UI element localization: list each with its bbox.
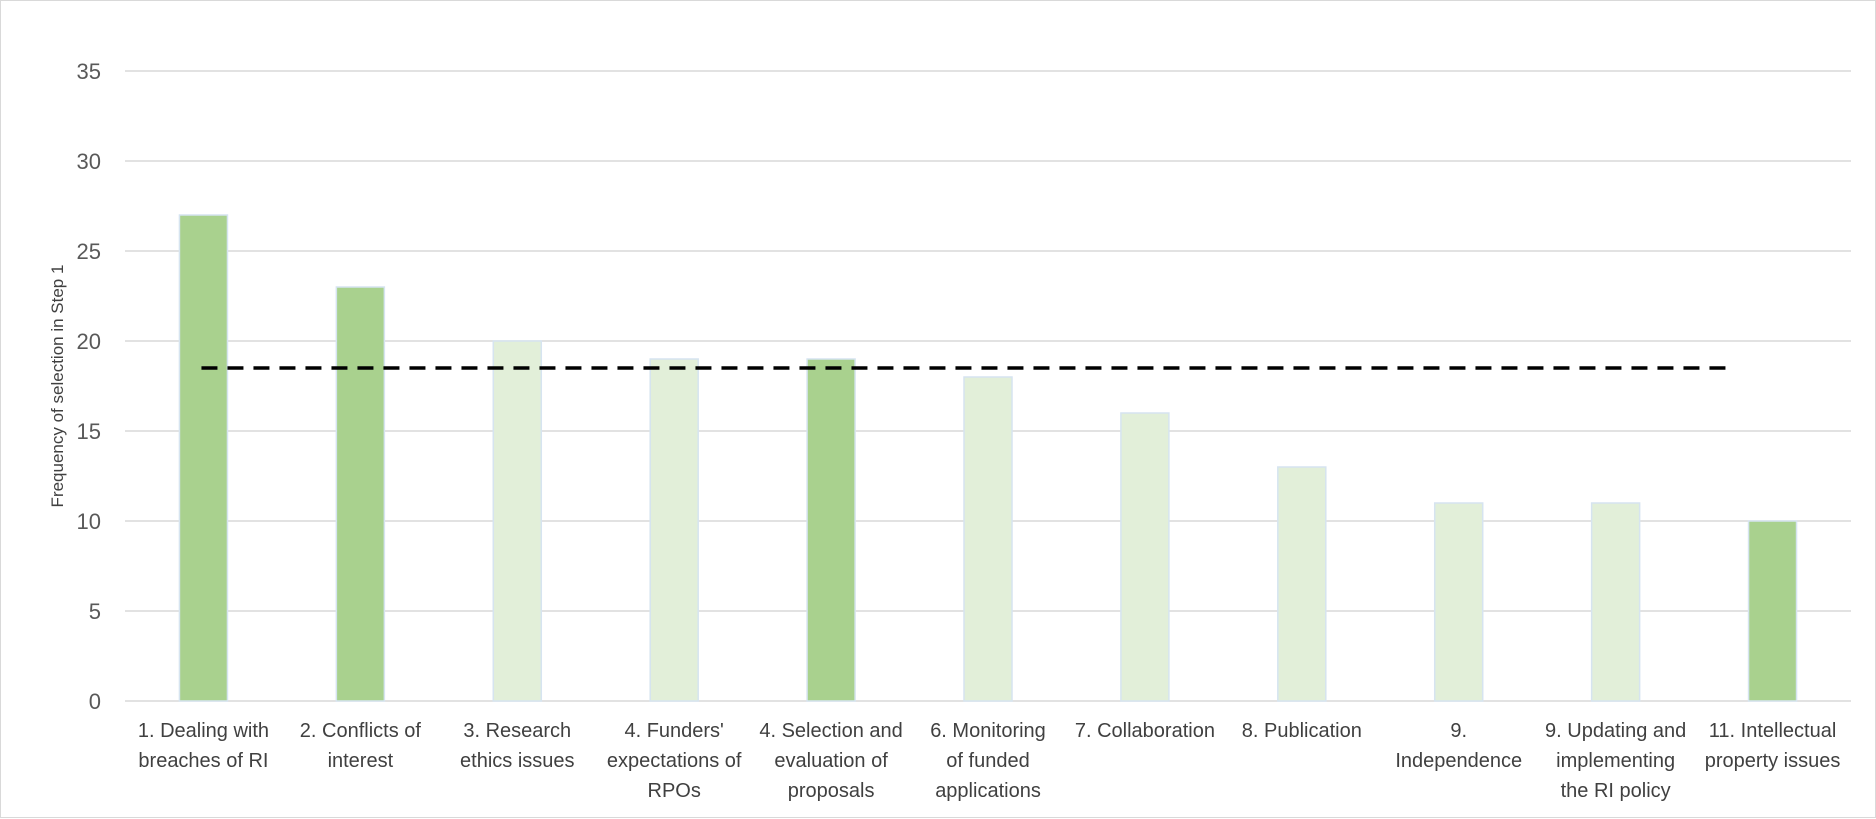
category-label: 8. Publication [1242,720,1362,742]
category-label: 2. Conflicts of interest [300,720,422,772]
bar-8 [1277,466,1327,702]
bar-7 [1120,412,1170,702]
category-label: 1. Dealing with breaches of RI [138,720,269,772]
y-tick-label: 20 [77,329,101,354]
bar-10 [1590,502,1641,702]
bar-5 [806,358,856,702]
bars [178,214,1798,702]
bar-6 [963,376,1013,702]
y-tick-label: 25 [77,239,101,264]
category-label: 9. Updating and implementing the RI policy [1545,720,1686,802]
y-axis-label: Frequency of selection in Step 1 [48,265,67,508]
bar-11 [1747,520,1798,702]
y-tick-label: 15 [77,419,101,444]
category-label: 9. Independence [1395,720,1522,772]
category-label: 6. Monitoring of funded applications [930,720,1046,802]
bar-3 [492,340,543,702]
category-label: 4. Funders' expectations of RPOs [607,720,742,802]
category-label: 3. Research ethics issues [460,720,575,772]
bar-1 [178,214,229,702]
y-tick-label: 30 [77,149,101,174]
category-label: 4. Selection and evaluation of proposals [759,720,902,802]
y-tick-label: 35 [77,59,101,84]
bar-4 [649,358,699,702]
x-axis-labels: 1. Dealing with breaches of RI 2. Conflict… [138,720,1840,802]
y-tick-label: 5 [89,599,101,624]
y-axis-ticks: 0 5 10 15 20 25 30 35 [77,59,101,714]
y-tick-label: 0 [89,689,101,714]
category-label: 11. Intellectual property issues [1705,720,1841,772]
y-tick-label: 10 [77,509,101,534]
bar-2 [335,286,386,702]
bar-9 [1433,502,1484,702]
category-label: 7. Collaboration [1075,720,1215,742]
